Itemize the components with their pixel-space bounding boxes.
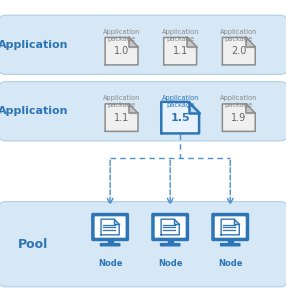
Text: Application
package: Application package <box>103 95 140 108</box>
FancyBboxPatch shape <box>155 216 186 238</box>
FancyBboxPatch shape <box>160 243 180 247</box>
FancyBboxPatch shape <box>100 243 120 247</box>
Text: Application
package: Application package <box>162 95 199 108</box>
FancyBboxPatch shape <box>0 81 286 141</box>
Polygon shape <box>108 240 112 244</box>
Text: Application
package: Application package <box>220 29 257 42</box>
Polygon shape <box>246 104 255 113</box>
Text: Application
package: Application package <box>162 29 199 42</box>
FancyBboxPatch shape <box>215 216 246 238</box>
Polygon shape <box>174 219 179 224</box>
Text: Application: Application <box>0 40 68 50</box>
Text: 2.0: 2.0 <box>231 46 247 56</box>
FancyBboxPatch shape <box>151 213 189 241</box>
FancyBboxPatch shape <box>0 15 286 75</box>
Polygon shape <box>129 104 138 113</box>
FancyBboxPatch shape <box>91 213 129 241</box>
Text: Application: Application <box>0 106 68 116</box>
FancyBboxPatch shape <box>220 243 241 247</box>
Text: 1.5: 1.5 <box>170 113 190 123</box>
Text: 1.1: 1.1 <box>114 113 129 123</box>
Polygon shape <box>105 38 138 65</box>
Polygon shape <box>164 38 197 65</box>
Text: Node: Node <box>98 259 122 268</box>
Polygon shape <box>168 240 172 244</box>
Polygon shape <box>223 38 255 65</box>
FancyBboxPatch shape <box>211 213 249 241</box>
Polygon shape <box>228 240 233 244</box>
Polygon shape <box>101 219 119 235</box>
Polygon shape <box>114 219 119 224</box>
Polygon shape <box>223 104 255 131</box>
Text: Node: Node <box>158 259 182 268</box>
Text: Application
package: Application package <box>103 29 140 42</box>
Polygon shape <box>105 104 138 131</box>
Polygon shape <box>187 38 197 47</box>
FancyBboxPatch shape <box>0 202 286 287</box>
FancyBboxPatch shape <box>95 216 126 238</box>
Text: Application
package: Application package <box>220 95 257 108</box>
Polygon shape <box>221 219 239 235</box>
Polygon shape <box>188 102 199 112</box>
Text: 1.1: 1.1 <box>172 46 188 56</box>
Text: 1.0: 1.0 <box>114 46 129 56</box>
Polygon shape <box>234 219 239 224</box>
Text: 1.9: 1.9 <box>231 113 247 123</box>
Polygon shape <box>161 102 199 134</box>
Polygon shape <box>161 219 179 235</box>
Polygon shape <box>246 38 255 47</box>
Text: Node: Node <box>218 259 243 268</box>
Polygon shape <box>129 38 138 47</box>
Text: Pool: Pool <box>18 238 48 251</box>
